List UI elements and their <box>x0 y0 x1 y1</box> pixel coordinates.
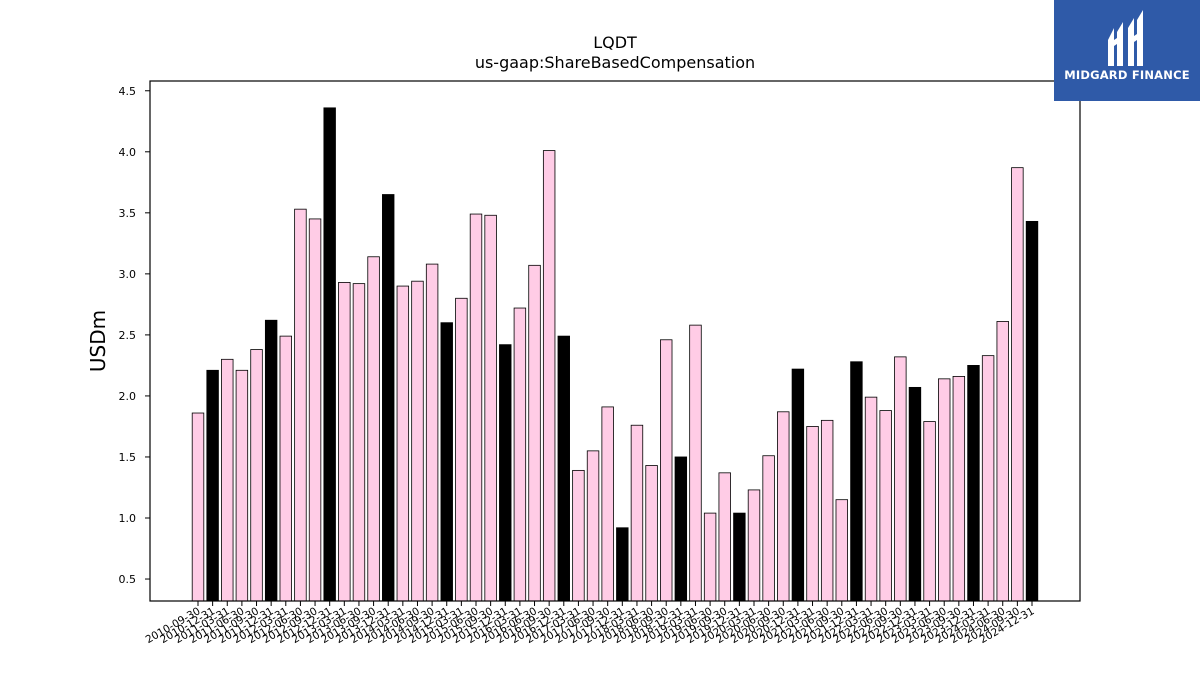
bar-2024-09-30 <box>1011 167 1024 602</box>
bar-2014-06-30 <box>411 280 424 602</box>
plot-frame <box>149 80 1081 602</box>
y-tick-label: 0.5 <box>119 573 137 586</box>
y-tick-label: 4.5 <box>119 85 137 98</box>
bar-2020-06-30 <box>762 455 775 602</box>
bar-2010-09-30 <box>191 412 205 602</box>
bar-2023-06-30 <box>938 378 951 602</box>
y-axis: 0.5 1.0 1.5 2.0 2.5 3.0 3.5 4.0 4.5 <box>119 85 150 586</box>
bar-2011-12-31 <box>264 319 278 602</box>
bar-2016-06-30 <box>528 264 541 602</box>
chart-title: LQDT <box>593 33 637 52</box>
y-tick-label: 4.0 <box>119 146 137 159</box>
bar-2018-06-30 <box>645 465 658 602</box>
bar-2019-06-30 <box>703 512 717 602</box>
bar-2017-09-30 <box>601 406 614 602</box>
bar-2023-12-31 <box>967 365 980 602</box>
y-axis-label: USDm <box>86 310 110 372</box>
bar-2022-12-31 <box>908 386 922 602</box>
bar-2023-09-30 <box>952 375 966 602</box>
bar-2011-06-30 <box>235 369 249 602</box>
bar-2018-09-30 <box>660 339 673 602</box>
bar-2020-09-30 <box>777 411 790 602</box>
bar-2020-03-31 <box>747 489 761 602</box>
bar-2013-09-30 <box>367 256 380 602</box>
bar-2017-06-30 <box>586 450 600 602</box>
bar-2018-12-31 <box>674 456 688 602</box>
bar-2013-06-30 <box>352 283 366 602</box>
bar-2020-12-31 <box>791 368 805 602</box>
bar-2023-03-31 <box>923 421 936 602</box>
y-tick-label: 3.0 <box>119 268 137 281</box>
chart-subtitle: us-gaap:ShareBasedCompensation <box>475 53 755 72</box>
bar-2012-09-30 <box>308 218 322 602</box>
bar-2013-03-31 <box>338 282 351 602</box>
brand-logo: MIDGARD FINANCE <box>1054 0 1200 101</box>
y-tick-label: 2.5 <box>119 329 137 342</box>
bar-2012-06-30 <box>294 208 307 602</box>
bar-2014-12-31 <box>440 322 453 602</box>
bar-2012-03-31 <box>279 335 292 602</box>
bar-2017-12-31 <box>616 527 629 602</box>
bar-2016-09-30 <box>542 150 556 602</box>
bar-2019-09-30 <box>718 472 731 602</box>
bar-2024-06-30 <box>996 321 1009 602</box>
brand-name: MIDGARD FINANCE <box>1064 68 1190 82</box>
bar-2018-03-31 <box>630 424 644 602</box>
bar-2021-03-31 <box>806 426 819 602</box>
bar-2019-03-31 <box>689 324 702 602</box>
bar-group <box>191 107 1039 602</box>
bar-2014-09-30 <box>425 263 439 602</box>
y-tick-label: 2.0 <box>119 390 137 403</box>
bar-2011-09-30 <box>250 349 263 602</box>
bar-2021-06-30 <box>820 419 834 602</box>
y-tick-label: 1.0 <box>119 512 137 525</box>
bar-2010-12-31 <box>206 369 219 602</box>
midgard-logo-icon <box>1108 10 1143 66</box>
bar-2015-06-30 <box>469 213 483 602</box>
bar-2022-09-30 <box>894 356 907 602</box>
bar-2015-12-31 <box>499 344 512 602</box>
bar-2017-03-31 <box>572 469 585 602</box>
bar-2014-03-31 <box>396 285 410 602</box>
bar-2019-12-31 <box>733 512 746 602</box>
x-axis: 2010-09-302010-12-312011-03-312011-06-30… <box>144 601 1037 646</box>
y-tick-label: 3.5 <box>119 207 137 220</box>
bar-2015-03-31 <box>455 297 468 602</box>
bar-2016-12-31 <box>557 335 570 602</box>
bar-2016-03-31 <box>513 307 527 602</box>
bar-2022-06-30 <box>879 410 892 602</box>
bar-2021-09-30 <box>835 499 848 602</box>
bar-2012-12-31 <box>323 107 336 602</box>
y-tick-label: 1.5 <box>119 451 137 464</box>
bar-2015-09-30 <box>484 214 497 602</box>
bar-2022-03-31 <box>864 396 878 602</box>
bar-2011-03-31 <box>221 358 234 602</box>
bar-2024-12-31 <box>1025 220 1039 602</box>
bar-2024-03-31 <box>981 355 995 602</box>
bar-2021-12-31 <box>850 361 863 602</box>
bar-2013-12-31 <box>382 194 395 602</box>
